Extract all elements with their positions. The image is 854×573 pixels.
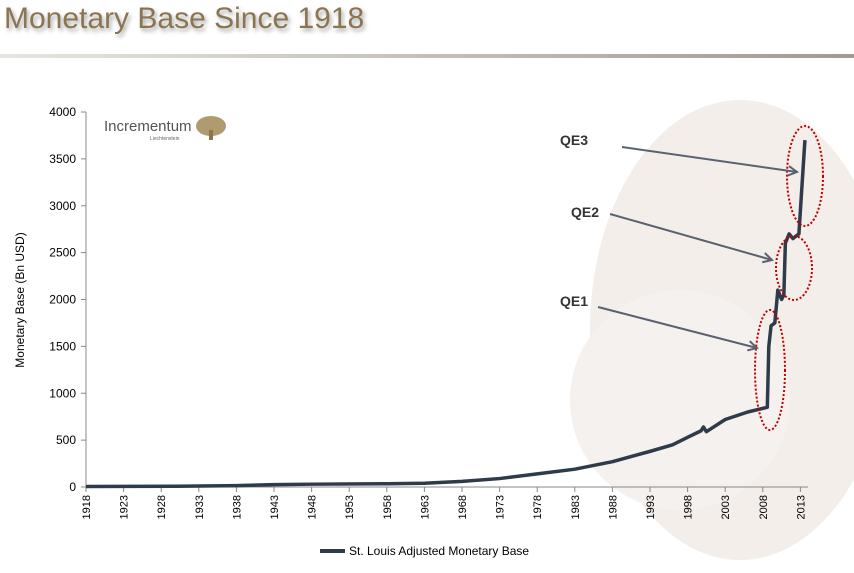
arrow-head	[762, 252, 775, 264]
x-tick-label: 1948	[307, 495, 319, 519]
y-tick-label: 4000	[49, 105, 76, 119]
y-tick-label: 1500	[49, 339, 76, 353]
x-tick-label: 1938	[231, 495, 243, 519]
x-tick-label: 1943	[269, 495, 281, 519]
x-tick-label: 1928	[156, 495, 168, 519]
x-tick-label: 1963	[419, 495, 431, 519]
incrementum-logo: Incrementum Liechtenstein	[104, 116, 226, 142]
arrow-qe1	[597, 306, 758, 349]
x-tick-label: 1953	[344, 495, 356, 519]
y-tick-label: 2500	[49, 246, 76, 260]
series-line	[85, 140, 807, 489]
arrow-head	[747, 340, 760, 352]
x-tick-label: 1968	[457, 495, 469, 519]
annotation-label: QE2	[571, 204, 599, 220]
annotation-label: QE3	[560, 132, 588, 148]
highlight-ellipse-qe1	[754, 309, 786, 431]
x-tick-label: 1978	[532, 495, 544, 519]
y-tick-label: 500	[56, 433, 76, 447]
y-tick-label: 3500	[49, 152, 76, 166]
arrow-head	[787, 165, 800, 177]
arrow-qe2	[609, 213, 773, 261]
tree-icon	[196, 116, 226, 136]
x-tick-label: 1923	[119, 495, 131, 519]
annotation-label: QE1	[560, 293, 588, 309]
highlight-ellipse-qe3	[786, 125, 824, 227]
x-tick-label: 2003	[720, 495, 732, 519]
y-tick-label: 1000	[49, 386, 76, 400]
page-title: Monetary Base Since 1918	[4, 2, 365, 35]
y-tick-label: 3000	[49, 199, 76, 213]
logo-name: Incrementum	[104, 118, 192, 135]
x-tick-label: 1998	[683, 495, 695, 519]
highlight-ellipse-qe2	[775, 235, 813, 301]
legend-label: St. Louis Adjusted Monetary Base	[349, 544, 529, 558]
y-tick-label: 0	[69, 480, 76, 494]
y-axis-label: Monetary Base (Bn USD)	[13, 232, 27, 367]
logo-sub: Liechtenstein	[150, 136, 180, 142]
background-tree-watermark	[570, 100, 854, 560]
x-tick-label: 2008	[758, 495, 770, 519]
x-tick-label: 1973	[495, 495, 507, 519]
x-tick-label: 1993	[645, 495, 657, 519]
y-tick-label: 2000	[49, 293, 76, 307]
x-tick-label: 2013	[795, 495, 807, 519]
x-tick-label: 1988	[607, 495, 619, 519]
x-tick-label: 1933	[194, 495, 206, 519]
x-tick-label: 1983	[570, 495, 582, 519]
x-tick-label: 1918	[81, 495, 93, 519]
title-divider	[0, 54, 854, 58]
x-tick-label: 1958	[382, 495, 394, 519]
arrow-qe3	[621, 146, 798, 173]
